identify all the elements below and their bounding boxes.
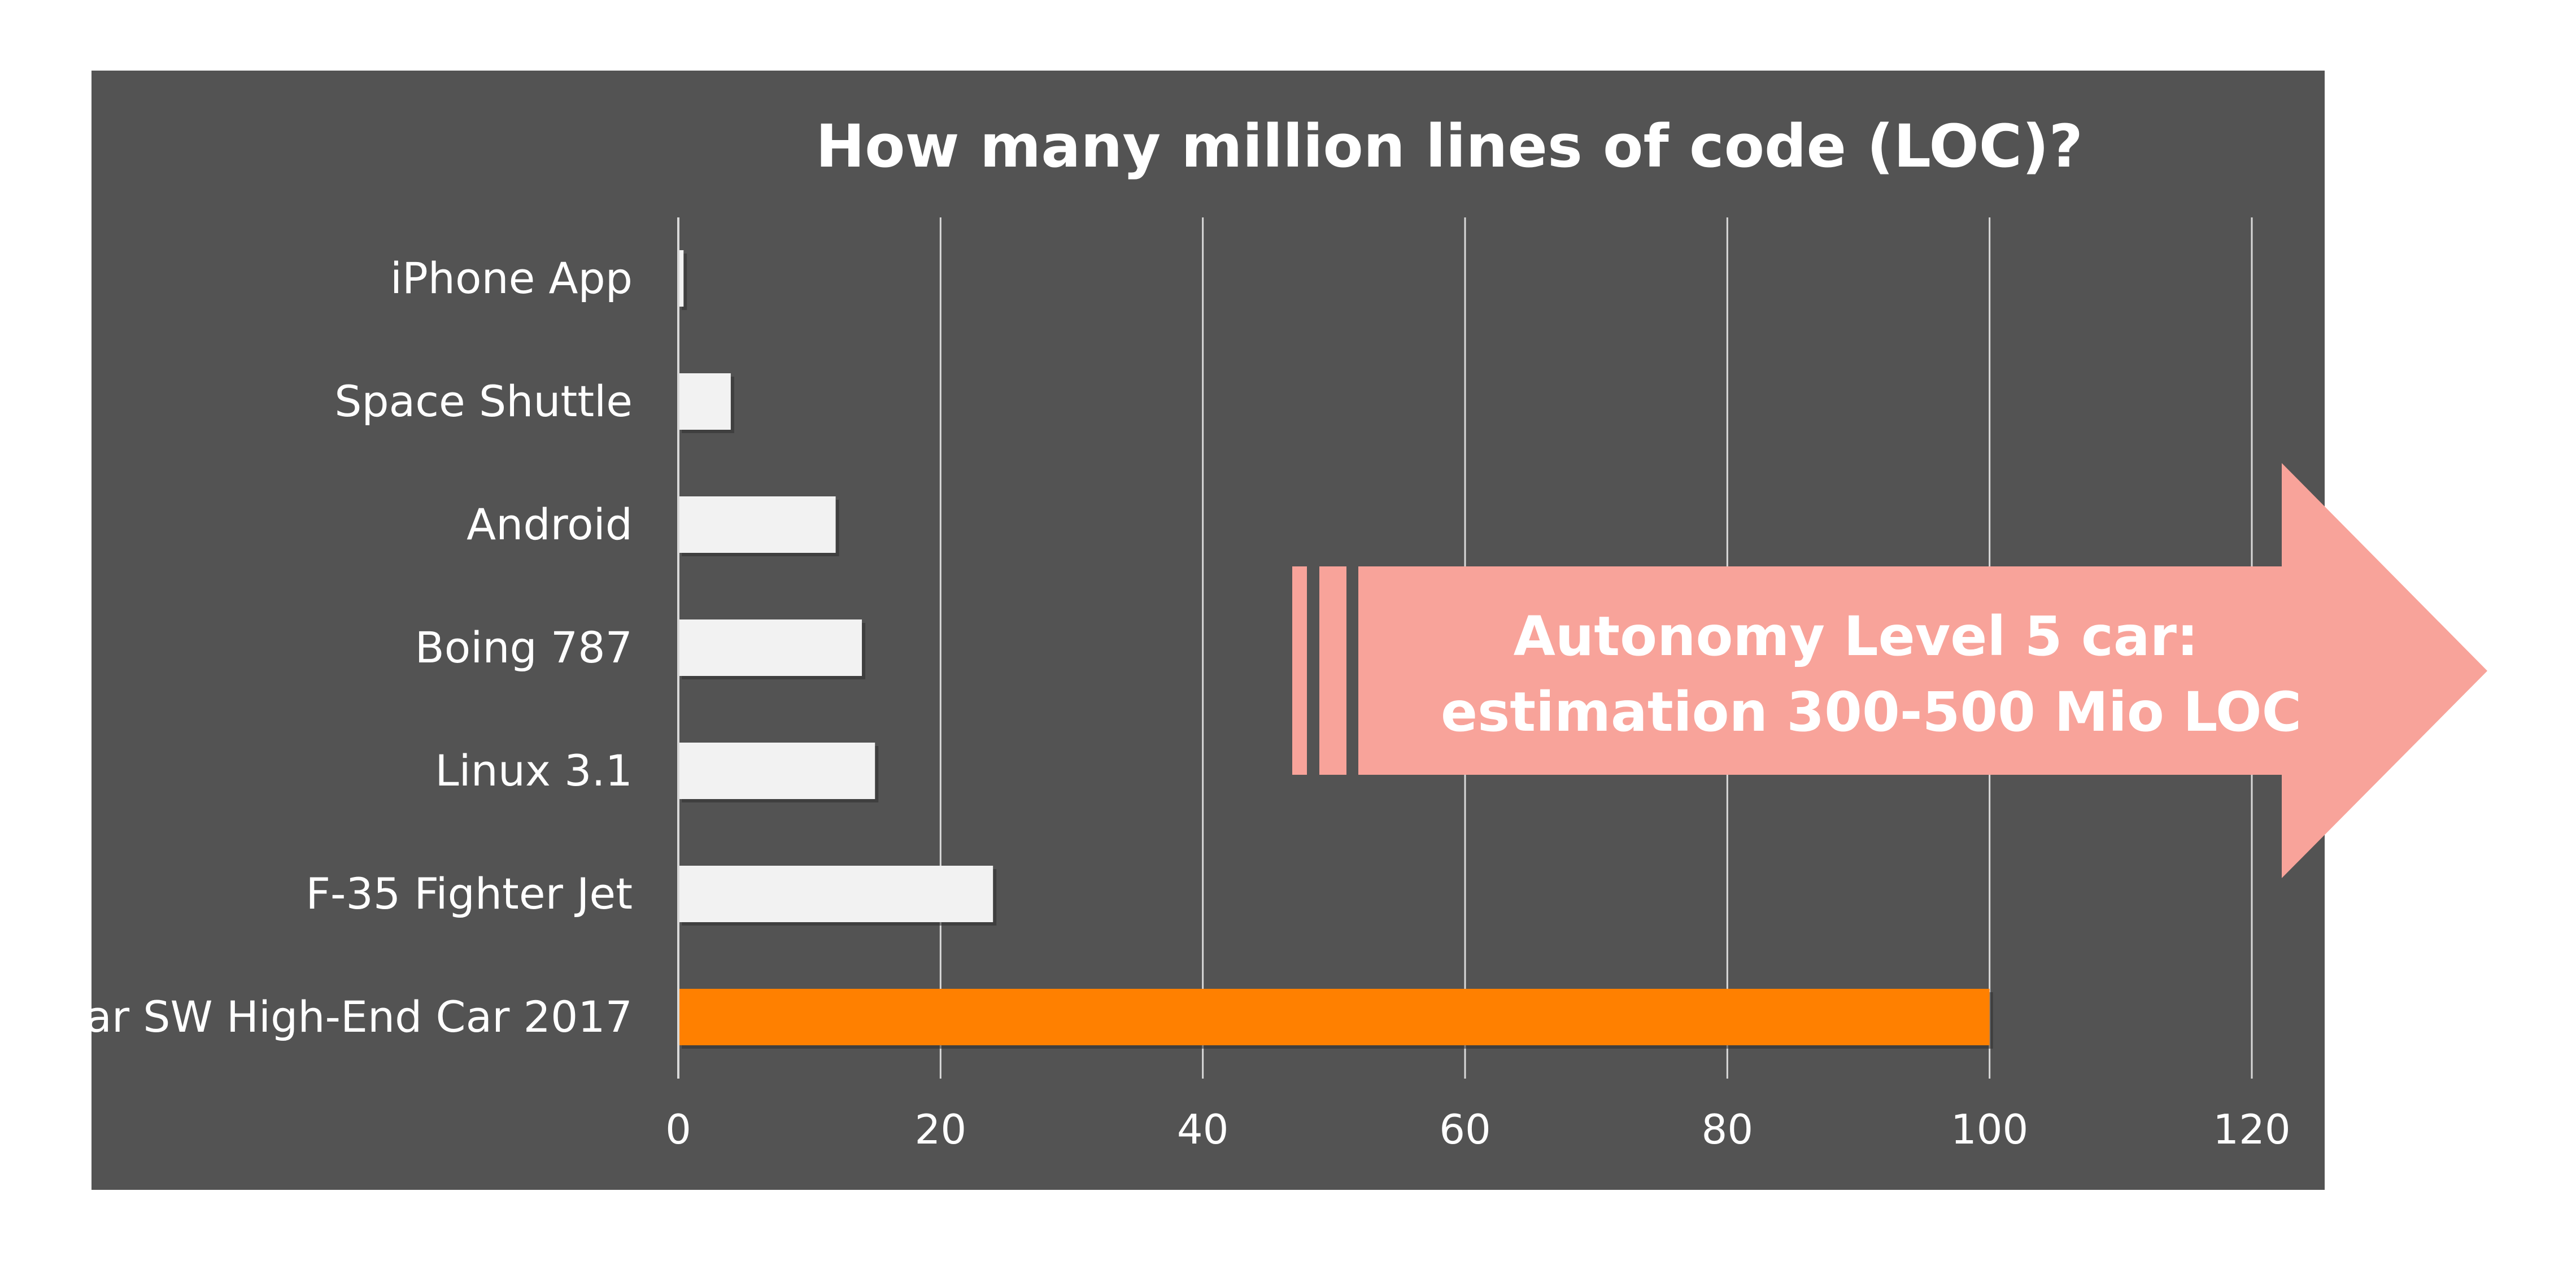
tick-labels: 0 20 40 60 80 100 120 xyxy=(665,1106,2291,1153)
x-tick-label: 100 xyxy=(1951,1106,2028,1153)
callout-arrow: Autonomy Level 5 car: estimation 300-500… xyxy=(1292,463,2487,878)
chart-title: How many million lines of code (LOC)? xyxy=(816,112,2083,181)
category-labels: iPhone App Space Shuttle Android Boing 787 L… xyxy=(55,253,633,1042)
bar xyxy=(678,989,1990,1045)
x-tick-label: 60 xyxy=(1439,1106,1491,1153)
bar xyxy=(678,619,862,676)
callout-stripe xyxy=(1292,566,1307,775)
x-tick-label: 20 xyxy=(915,1106,967,1153)
category-label: iPhone App xyxy=(390,253,633,303)
x-tick-label: 40 xyxy=(1177,1106,1229,1153)
bars xyxy=(678,250,1993,1049)
callout-arrow-shape xyxy=(1358,463,2487,878)
category-label: Linux 3.1 xyxy=(435,745,633,796)
callout-line-1: Autonomy Level 5 car: xyxy=(1514,605,2199,668)
category-label: F-35 Fighter Jet xyxy=(306,869,633,919)
bar xyxy=(678,743,875,799)
bar xyxy=(678,373,731,430)
callout-line-2: estimation 300-500 Mio LOC xyxy=(1441,680,2302,744)
bar-shadow xyxy=(682,254,687,310)
category-label: Car SW High-End Car 2017 xyxy=(55,992,633,1042)
callout-stripe xyxy=(1319,566,1346,775)
bar xyxy=(678,866,993,922)
x-tick-label: 80 xyxy=(1702,1106,1754,1153)
bar xyxy=(678,496,836,553)
category-label: Boing 787 xyxy=(415,622,633,673)
x-tick-label: 120 xyxy=(2213,1106,2290,1153)
category-label: Space Shuttle xyxy=(334,376,633,426)
bar xyxy=(678,250,684,307)
x-tick-label: 0 xyxy=(665,1106,691,1153)
category-label: Android xyxy=(467,499,633,549)
